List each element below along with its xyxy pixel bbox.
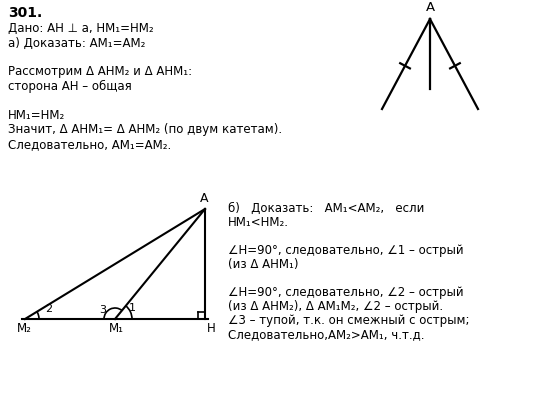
Text: M₂: M₂ [17,322,31,335]
Text: Рассмотрим Δ AHM₂ и Δ AHM₁:: Рассмотрим Δ AHM₂ и Δ AHM₁: [8,65,192,78]
Text: HM₁<HM₂.: HM₁<HM₂. [228,216,289,229]
Text: A: A [425,1,434,14]
Text: (из Δ AHM₁): (из Δ AHM₁) [228,258,299,271]
Text: сторона AH – общая: сторона AH – общая [8,80,132,93]
Text: ∠3 – тупой, т.к. он смежный с острым;: ∠3 – тупой, т.к. он смежный с острым; [228,314,470,327]
Text: ∠H=90°, следовательно, ∠1 – острый: ∠H=90°, следовательно, ∠1 – острый [228,244,463,257]
Text: 2: 2 [45,304,52,314]
Text: Следовательно, AM₁=AM₂.: Следовательно, AM₁=AM₂. [8,138,171,151]
Text: Дано: AH ⊥ a, HM₁=HM₂: Дано: AH ⊥ a, HM₁=HM₂ [8,22,154,35]
Text: H: H [207,322,216,335]
Text: HM₁=HM₂: HM₁=HM₂ [8,109,65,122]
Text: 301.: 301. [8,6,42,20]
Text: (из Δ AHM₂), Δ AM₁M₂, ∠2 – острый.: (из Δ AHM₂), Δ AM₁M₂, ∠2 – острый. [228,300,443,313]
Text: A: A [200,192,209,205]
Text: ∠H=90°, следовательно, ∠2 – острый: ∠H=90°, следовательно, ∠2 – острый [228,286,463,299]
Text: а) Доказать: AM₁=AM₂: а) Доказать: AM₁=AM₂ [8,36,145,49]
Text: б)   Доказать:   AM₁<AM₂,   если: б) Доказать: AM₁<AM₂, если [228,202,424,215]
Text: 3: 3 [99,305,106,315]
Text: Следовательно,AM₂>AM₁, ч.т.д.: Следовательно,AM₂>AM₁, ч.т.д. [228,328,424,341]
Text: M₁: M₁ [108,322,124,335]
Text: Значит, Δ AHM₁= Δ AHM₂ (по двум катетам).: Значит, Δ AHM₁= Δ AHM₂ (по двум катетам)… [8,124,282,137]
Text: 1: 1 [129,303,136,313]
